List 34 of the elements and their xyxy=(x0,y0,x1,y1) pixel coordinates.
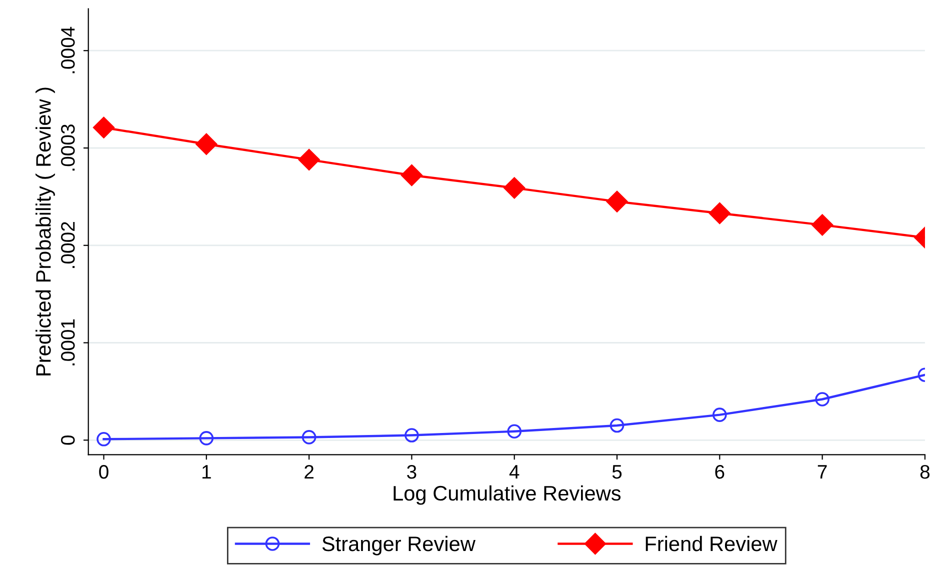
x-tick-label: 4 xyxy=(509,465,520,479)
legend-label: Friend Review xyxy=(646,536,778,552)
x-tick-label: 7 xyxy=(818,465,827,479)
x-tick-label: 3 xyxy=(407,464,416,479)
x-axis-title: Log Cumulative Reviews xyxy=(394,485,621,505)
x-tick-label: 8 xyxy=(920,464,930,479)
point xyxy=(302,430,316,444)
y-axis-title: Predicted Probability ( Review ) xyxy=(36,88,55,376)
y-tick-label: .0001 xyxy=(61,319,75,366)
point xyxy=(404,428,419,442)
point xyxy=(93,116,114,138)
point xyxy=(712,408,727,422)
x-tick-label: 5 xyxy=(612,465,622,479)
y-tick-label: .0003 xyxy=(61,124,75,171)
point xyxy=(196,133,218,155)
y-tick-label: .0004 xyxy=(61,26,75,74)
x-tick-label: 0 xyxy=(99,464,108,479)
y-tick-label: .0002 xyxy=(61,222,75,268)
point xyxy=(199,431,214,446)
x-tick-label: 1 xyxy=(202,465,211,479)
point xyxy=(400,164,422,186)
y-tick-label: 0 xyxy=(61,435,75,445)
point xyxy=(610,418,624,433)
point xyxy=(708,202,730,224)
point xyxy=(815,392,830,406)
x-tick-label: 2 xyxy=(304,464,314,479)
legend-label: Stranger Review xyxy=(322,536,476,556)
x-tick-label: 6 xyxy=(715,464,724,479)
point xyxy=(812,214,834,236)
point xyxy=(606,190,628,212)
point xyxy=(504,177,526,199)
point xyxy=(96,432,111,446)
point xyxy=(507,424,522,439)
point xyxy=(298,148,320,170)
